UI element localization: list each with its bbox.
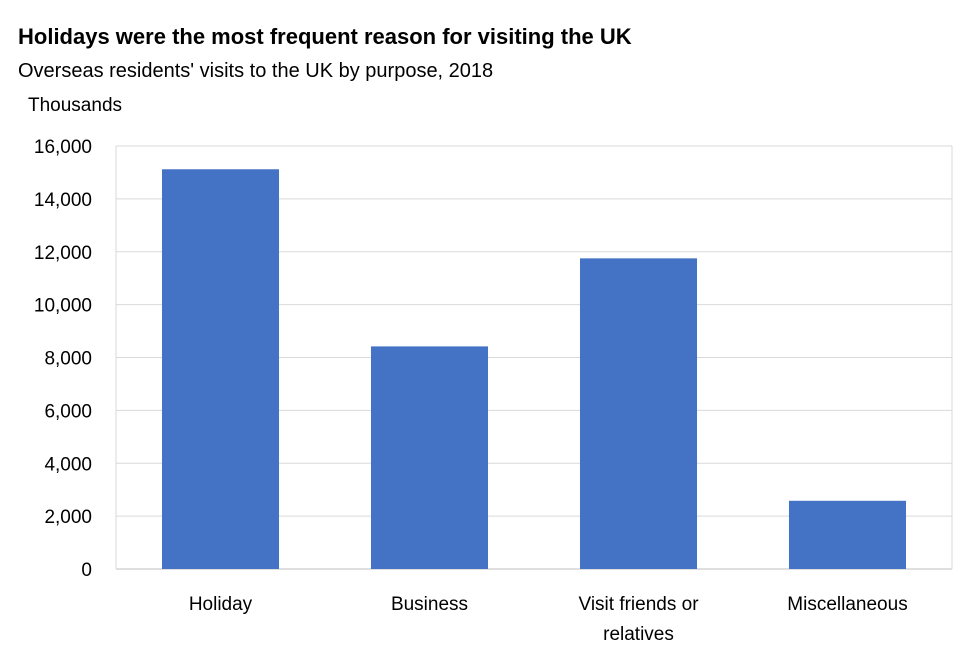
bar-holiday <box>161 169 280 569</box>
y-axis-ticks: 0 2,000 4,000 6,000 8,000 10,000 12,000 14,000 1… <box>34 137 92 581</box>
y-tick-label: 14,000 <box>34 190 92 211</box>
y-tick-label: 0 <box>81 560 92 581</box>
y-tick-label: 4,000 <box>44 454 92 475</box>
x-tick-label: Holiday <box>189 594 253 615</box>
bar-miscellaneous <box>788 500 907 569</box>
x-tick-label: Business <box>391 594 468 615</box>
y-tick-label: 6,000 <box>44 401 92 422</box>
bars <box>161 169 907 569</box>
chart-subtitle: Overseas residents' visits to the UK by … <box>18 60 494 82</box>
x-tick-label: Visit friends or <box>578 594 699 615</box>
bar-business <box>370 346 489 569</box>
x-tick-label: relatives <box>603 624 674 645</box>
y-tick-label: 2,000 <box>44 507 92 528</box>
chart-title: Holidays were the most frequent reason f… <box>18 24 632 49</box>
y-tick-label: 16,000 <box>34 137 92 158</box>
y-tick-label: 12,000 <box>34 243 92 264</box>
x-tick-label: Miscellaneous <box>787 594 907 615</box>
y-axis-label: Thousands <box>28 95 122 116</box>
x-axis-labels: Holiday Business Visit friends or relatives… <box>189 594 908 645</box>
bar-visit-friends-or-relatives <box>579 258 698 569</box>
y-tick-label: 8,000 <box>44 349 92 370</box>
y-tick-label: 10,000 <box>34 296 92 317</box>
